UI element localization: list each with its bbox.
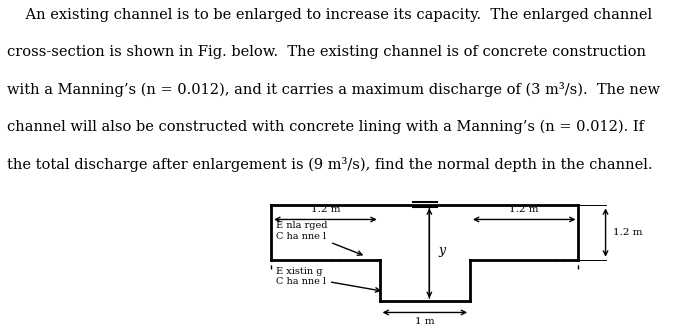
Text: 1.2 m: 1.2 m xyxy=(510,205,539,214)
Text: with a Manning’s (n = 0.012), and it carries a maximum discharge of (3 m³/s).  T: with a Manning’s (n = 0.012), and it car… xyxy=(7,82,660,97)
Text: 1.2 m: 1.2 m xyxy=(613,228,643,237)
Text: 1 m: 1 m xyxy=(415,317,435,326)
Text: 1.2 m: 1.2 m xyxy=(311,205,340,214)
Text: cross-section is shown in Fig. below.  The existing channel is of concrete const: cross-section is shown in Fig. below. Th… xyxy=(7,45,646,59)
Text: E xistin g
C ha nne l: E xistin g C ha nne l xyxy=(276,267,380,292)
Text: the total discharge after enlargement is (9 m³/s), find the normal depth in the : the total discharge after enlargement is… xyxy=(7,157,652,171)
Text: An existing channel is to be enlarged to increase its capacity.  The enlarged ch: An existing channel is to be enlarged to… xyxy=(7,8,652,22)
Text: channel will also be constructed with concrete lining with a Manning’s (n = 0.01: channel will also be constructed with co… xyxy=(7,120,644,134)
Text: y: y xyxy=(438,243,445,256)
Text: E nla rged
C ha nne l: E nla rged C ha nne l xyxy=(276,221,362,255)
